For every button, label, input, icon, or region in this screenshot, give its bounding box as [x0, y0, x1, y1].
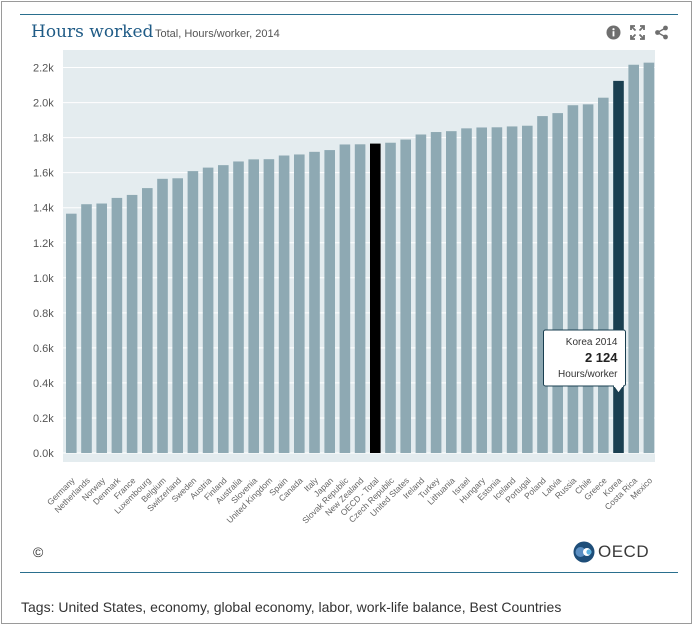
chart-card: [20, 14, 678, 568]
bar[interactable]: [248, 159, 259, 453]
bar[interactable]: [339, 144, 351, 453]
chart-subtitle: Total, Hours/worker, 2014: [155, 28, 280, 40]
bar[interactable]: [187, 171, 199, 453]
tooltip-box: [543, 329, 626, 387]
y-tick-label: 0.0k: [33, 448, 54, 460]
chart-toolbar: [606, 25, 669, 40]
bar[interactable]: [354, 144, 366, 453]
bar[interactable]: [96, 203, 107, 453]
card-divider: [20, 572, 678, 573]
bar[interactable]: [415, 134, 427, 453]
bar[interactable]: [218, 165, 229, 453]
bar[interactable]: [202, 167, 214, 454]
chart-title: Hours worked: [31, 22, 154, 42]
y-tick-label: 1.4k: [33, 203, 54, 215]
bar[interactable]: [66, 213, 77, 453]
y-tick-label: 0.2k: [33, 413, 54, 425]
bar[interactable]: [385, 142, 396, 453]
y-tick-label: 1.8k: [33, 133, 54, 145]
bar[interactable]: [142, 188, 153, 453]
share-icon[interactable]: [654, 25, 669, 40]
tooltip-unit: Hours/worker: [558, 369, 618, 380]
bar[interactable]: [81, 204, 92, 453]
y-tick-label: 0.4k: [33, 378, 54, 390]
tooltip-value: 2 124: [585, 350, 618, 365]
tooltip-pointer: [613, 385, 624, 394]
bar[interactable]: [552, 113, 563, 453]
oecd-logo: OECD: [573, 541, 649, 563]
bar[interactable]: [430, 132, 442, 453]
bar[interactable]: [309, 151, 320, 453]
y-tick-label: 1.2k: [33, 238, 54, 250]
bar[interactable]: [263, 159, 275, 453]
bar[interactable]: [643, 62, 655, 454]
bar[interactable]: [294, 154, 305, 453]
y-tick-label: 1.6k: [33, 168, 54, 180]
bar[interactable]: [278, 155, 290, 453]
bar[interactable]: [522, 125, 533, 453]
y-tick-label: 2.0k: [33, 98, 54, 110]
y-tick-label: 1.0k: [33, 273, 54, 285]
bar[interactable]: [324, 150, 335, 453]
bar[interactable]: [506, 126, 518, 454]
bar-chart: 0.0k 0.2k 0.4k 0.6k 0.8k 1.0k 1.2k 1.4k 1.6k 1.8k…: [33, 50, 655, 526]
oecd-logo-text: OECD: [598, 542, 650, 561]
bar[interactable]: [537, 116, 548, 454]
y-tick-label: 2.2k: [33, 63, 54, 75]
bar[interactable]: [400, 139, 411, 453]
bar[interactable]: [233, 161, 244, 453]
bar[interactable]: [370, 143, 381, 453]
bar[interactable]: [461, 128, 472, 453]
bar[interactable]: [126, 194, 138, 453]
bar[interactable]: [157, 178, 168, 453]
oecd-logo-icon: [573, 541, 595, 563]
bar[interactable]: [111, 197, 123, 453]
bar[interactable]: [476, 127, 487, 454]
bar[interactable]: [567, 105, 579, 453]
copyright-symbol: ©: [33, 544, 44, 560]
bar[interactable]: [628, 64, 639, 453]
tooltip-title: Korea 2014: [566, 337, 618, 348]
bar[interactable]: [172, 178, 183, 453]
bar[interactable]: [613, 80, 624, 454]
y-tick-label: 0.8k: [33, 308, 54, 320]
bar[interactable]: [446, 131, 457, 453]
tags-line: Tags: United States, economy, global eco…: [21, 599, 562, 615]
y-tick-label: 0.6k: [33, 343, 54, 355]
bar[interactable]: [582, 104, 594, 454]
bar[interactable]: [598, 97, 609, 453]
tooltip-pointer-mask: [614, 385, 623, 387]
bar[interactable]: [491, 127, 503, 454]
expand-icon[interactable]: [630, 25, 645, 40]
info-icon[interactable]: [606, 25, 621, 40]
